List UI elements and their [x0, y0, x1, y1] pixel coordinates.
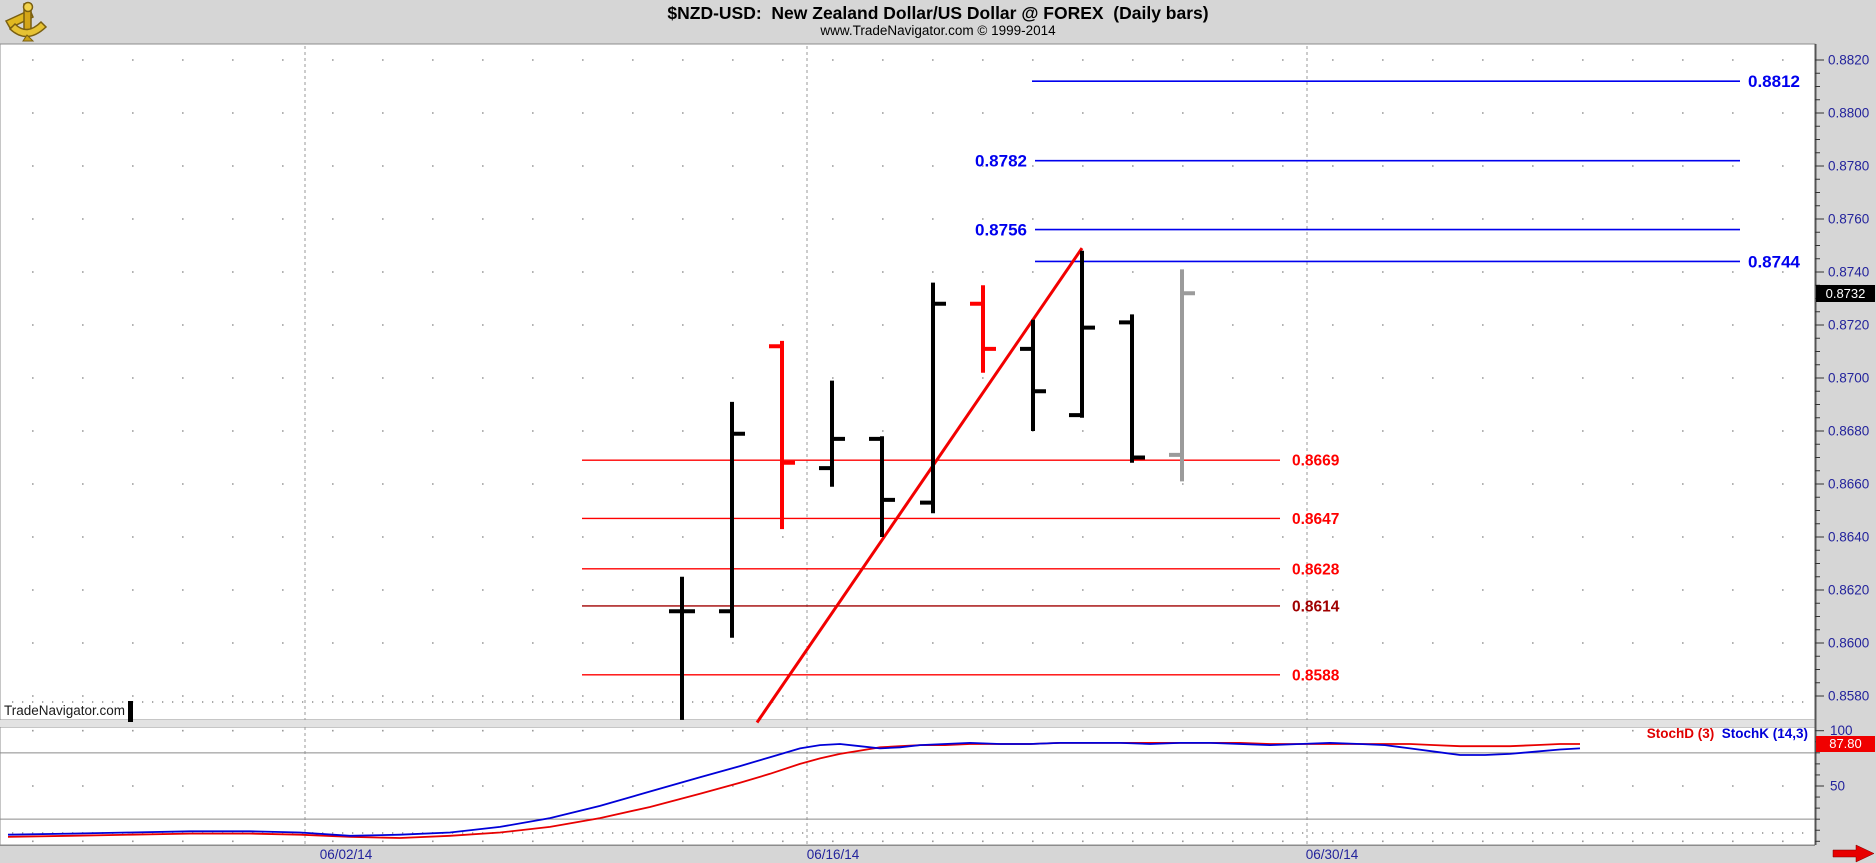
date-axis-band	[0, 845, 1876, 863]
price-axis-label: 0.8620	[1828, 583, 1869, 598]
panel-separator	[0, 720, 1815, 727]
ohlc-bar-red[interactable]	[769, 340, 795, 530]
scroll-right-arrow-button[interactable]	[1832, 844, 1875, 863]
price-axis-label: 0.8800	[1828, 106, 1869, 121]
date-label: 06/30/14	[1306, 847, 1359, 862]
stochk-legend-label: StochK (14,3)	[1721, 726, 1808, 741]
price-axis-label: 0.8780	[1828, 159, 1869, 174]
support-label: 0.8669	[1292, 453, 1340, 470]
resistance-label: 0.8782	[975, 152, 1027, 171]
chart-title: $NZD-USD: New Zealand Dollar/US Dollar @…	[667, 3, 1209, 23]
support-label: 0.8628	[1292, 561, 1340, 578]
ohlc-bar-black[interactable]	[819, 380, 845, 487]
price-panel-background	[0, 43, 1816, 721]
ohlc-bar-gray[interactable]	[1169, 269, 1195, 482]
price-axis-label: 0.8700	[1828, 371, 1869, 386]
stochd-legend-label: StochD (3)	[1646, 726, 1715, 741]
resistance-label: 0.8812	[1748, 72, 1800, 91]
stoch-axis-label: 100	[1830, 723, 1853, 738]
stoch-current-value-badge: 87.80	[1816, 736, 1875, 752]
stochd-curve	[7, 742, 1580, 839]
price-axis-label: 0.8600	[1828, 636, 1869, 651]
ohlc-bar-black[interactable]	[869, 436, 895, 537]
price-axis-label: 0.8660	[1828, 477, 1869, 492]
tradenavigator-logo-icon	[4, 1, 48, 42]
ohlc-bar-red[interactable]	[970, 285, 996, 373]
price-axis-label: 0.8820	[1828, 53, 1869, 68]
current-price-badge: 0.8732	[1816, 285, 1875, 302]
price-axis-label: 0.8760	[1828, 212, 1869, 227]
resistance-label: 0.8756	[975, 221, 1027, 240]
price-axis-band	[1815, 44, 1876, 845]
price-axis-label: 0.8640	[1828, 530, 1869, 545]
resistance-label: 0.8744	[1748, 252, 1801, 271]
ohlc-bar-black[interactable]	[1119, 314, 1145, 463]
support-label: 0.8588	[1292, 667, 1340, 684]
stochk-curve	[7, 741, 1581, 837]
price-axis-label: 0.8720	[1828, 318, 1869, 333]
stoch-legend: StochD (3) StochK (14,3)	[1647, 726, 1808, 741]
data-cursor-bar	[128, 701, 133, 722]
date-label: 06/16/14	[807, 847, 860, 862]
ohlc-bar-black[interactable]	[920, 282, 946, 514]
price-axis-label: 0.8680	[1828, 424, 1869, 439]
ohlc-bar-black[interactable]	[1069, 250, 1095, 418]
ohlc-bar-black[interactable]	[1020, 319, 1046, 431]
date-label: 06/02/14	[320, 847, 373, 862]
trendline	[755, 247, 1084, 724]
ohlc-bar-black[interactable]	[669, 576, 695, 720]
support-label: 0.8614	[1292, 598, 1340, 615]
ohlc-bar-black[interactable]	[719, 401, 745, 638]
price-axis-label: 0.8580	[1828, 689, 1869, 704]
stoch-axis-label: 50	[1830, 779, 1845, 794]
watermark-text: TradeNavigator.com	[4, 703, 126, 718]
support-label: 0.8647	[1292, 511, 1339, 528]
chart-subtitle: www.TradeNavigator.com © 1999-2014	[820, 23, 1056, 38]
price-axis-label: 0.8740	[1828, 265, 1869, 280]
